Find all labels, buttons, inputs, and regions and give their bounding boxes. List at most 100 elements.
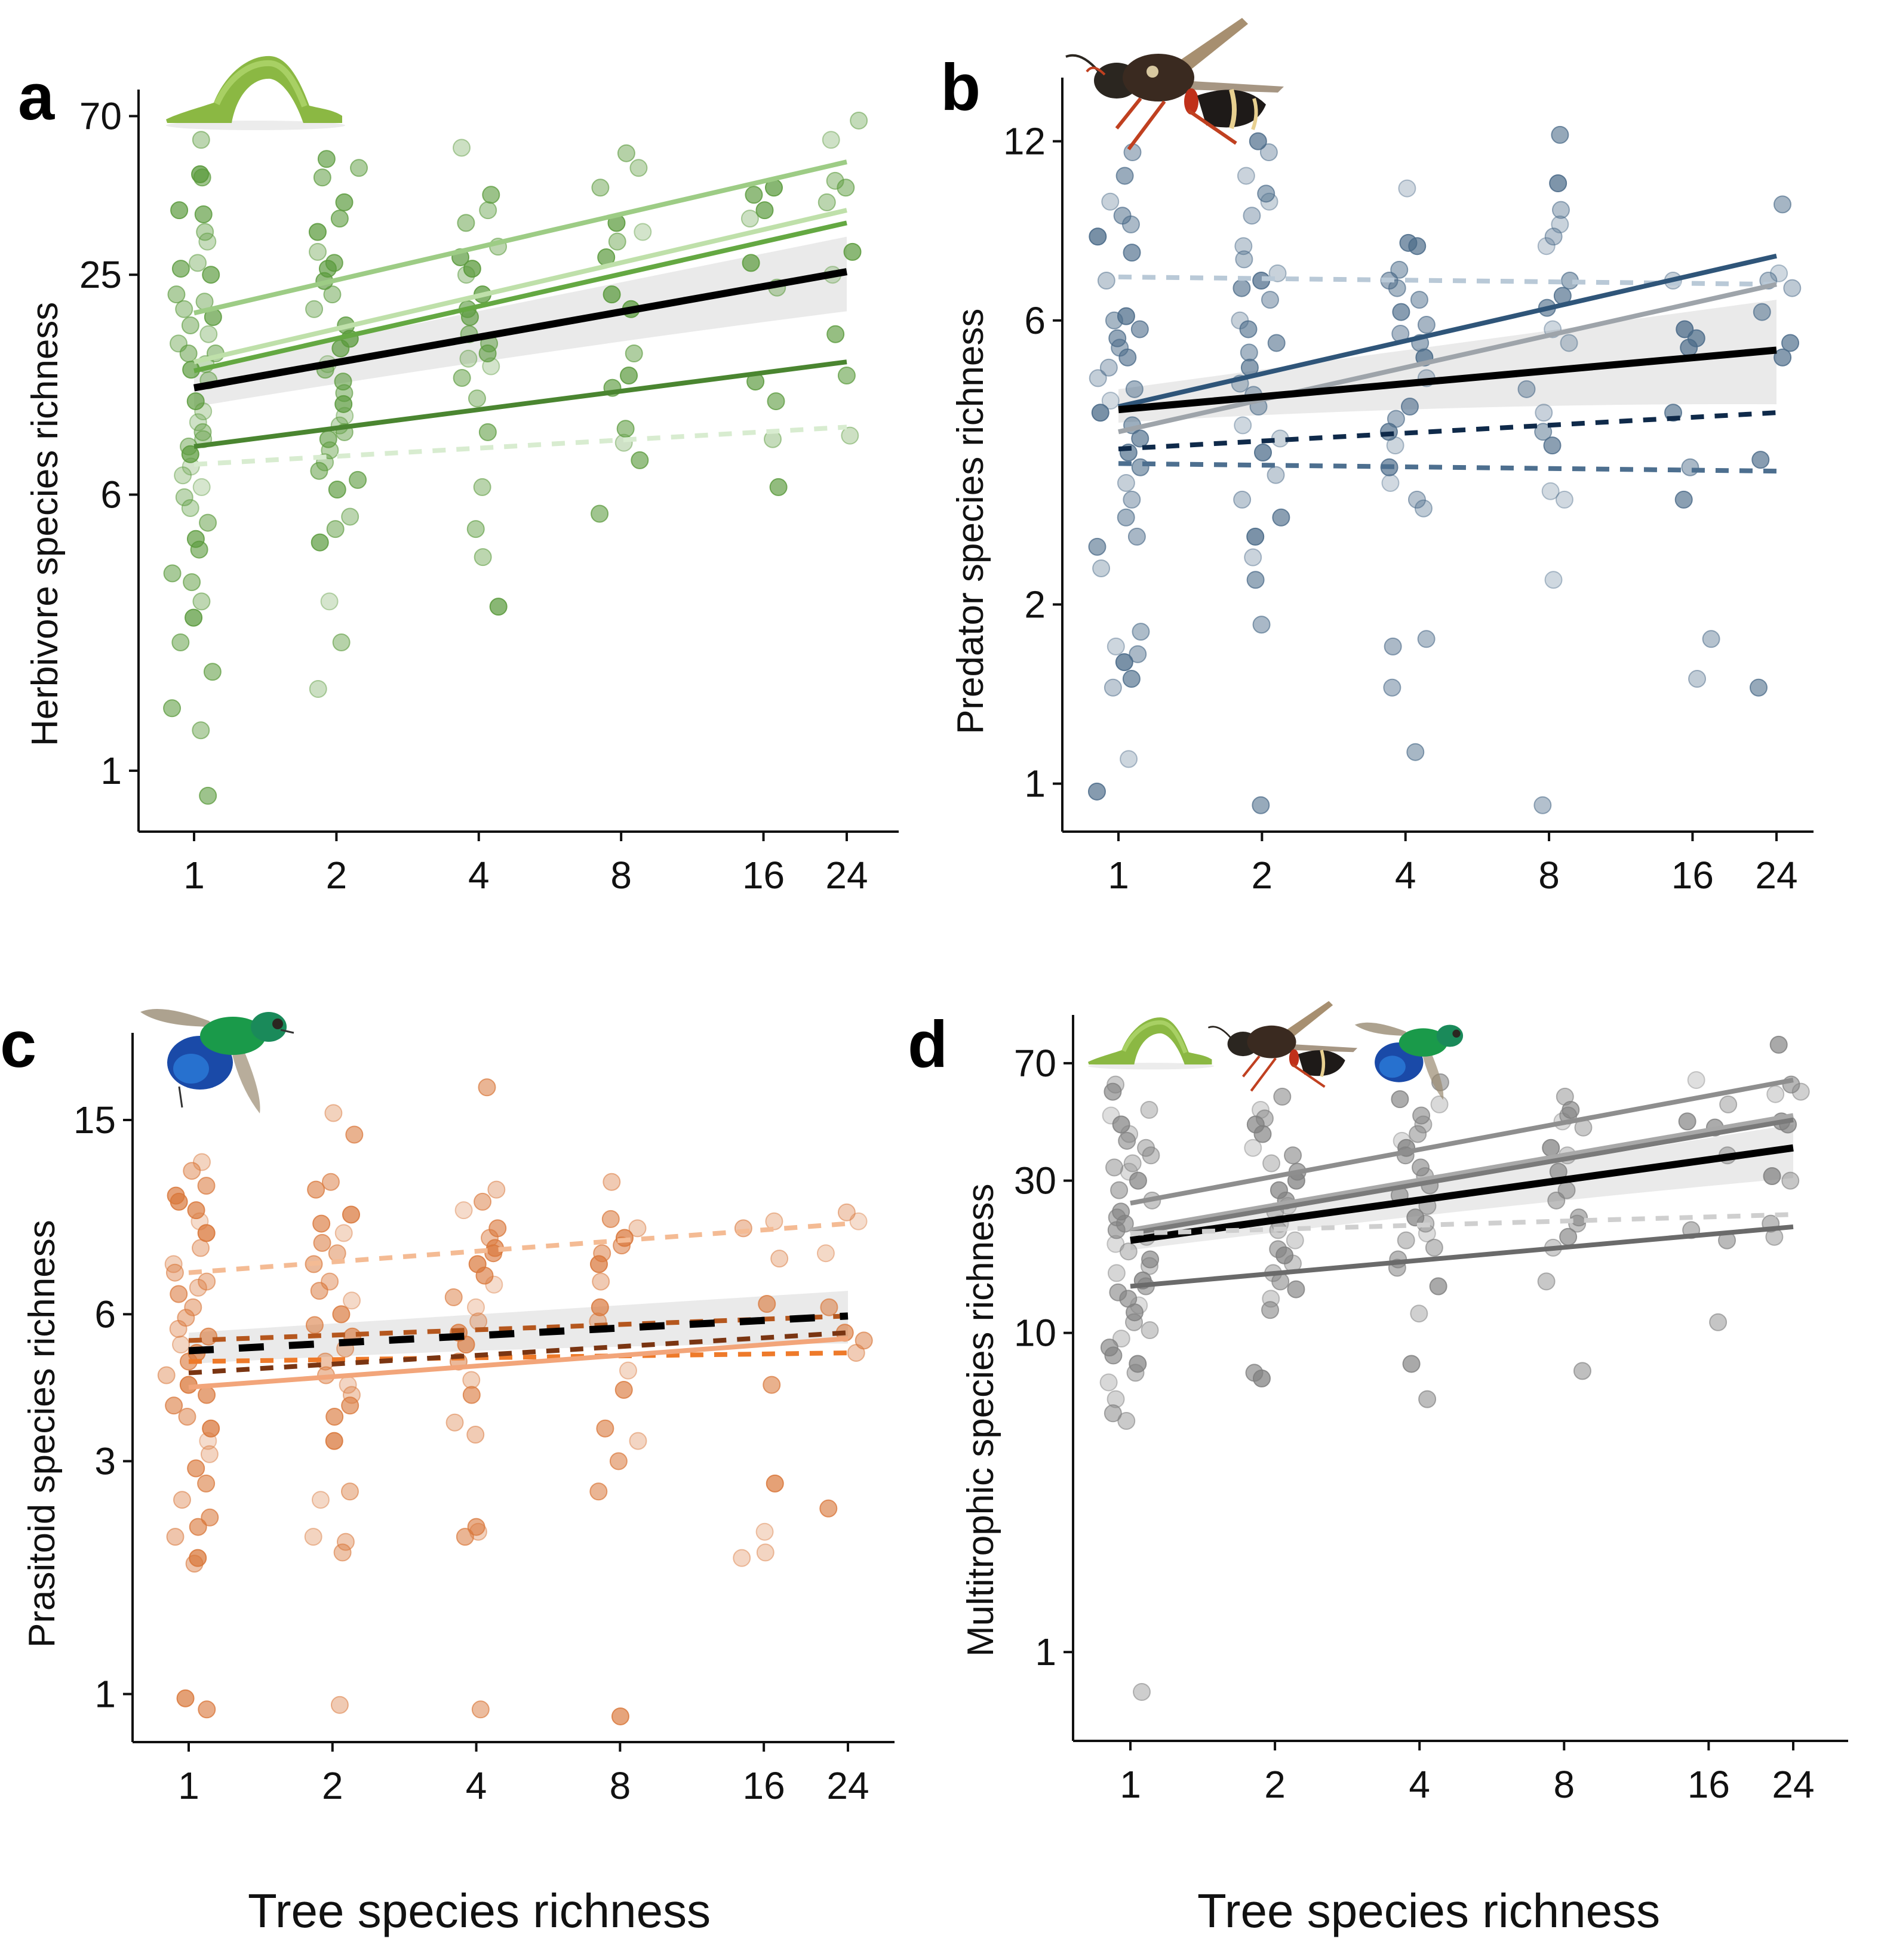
data-point — [1287, 1280, 1305, 1299]
overall-mean-line — [188, 1312, 849, 1355]
data-point — [343, 1291, 361, 1310]
data-point — [332, 1305, 351, 1324]
data-point — [1252, 616, 1271, 634]
x-tick-label: 24 — [1755, 854, 1797, 897]
y-tick-label: 25 — [79, 253, 122, 296]
data-point — [199, 786, 217, 805]
cuckoo-wasp-icon — [137, 997, 299, 1116]
data-point — [820, 1298, 838, 1316]
herbivore-line-4-line — [193, 359, 847, 449]
confidence-band — [194, 236, 847, 407]
data-point — [1267, 466, 1285, 484]
x-tick-label: 2 — [1252, 854, 1273, 897]
data-point — [616, 420, 635, 438]
data-point — [1092, 559, 1111, 577]
data-point — [1681, 458, 1699, 476]
data-point — [1409, 1125, 1427, 1143]
data-point — [1410, 1304, 1428, 1323]
data-point — [1119, 1242, 1138, 1261]
data-point — [304, 1528, 322, 1546]
data-point — [471, 1700, 490, 1719]
data-point — [199, 1432, 217, 1450]
data-point — [1122, 670, 1141, 688]
x-tick-label: 2 — [1264, 1763, 1286, 1806]
x-tick-label: 1 — [1108, 854, 1129, 897]
data-point — [1259, 143, 1278, 162]
data-point — [170, 1285, 188, 1303]
data-point — [1406, 743, 1425, 761]
data-point — [198, 1700, 216, 1719]
data-point — [163, 564, 182, 583]
data-point — [482, 357, 500, 376]
data-point — [1261, 291, 1279, 309]
data-point — [1262, 1154, 1281, 1173]
data-point — [740, 210, 759, 228]
data-point — [1392, 303, 1410, 321]
y-tick-label: 70 — [79, 94, 122, 137]
data-point — [1126, 1364, 1145, 1382]
data-point — [1783, 279, 1802, 297]
data-point — [468, 389, 486, 408]
data-point — [1687, 1071, 1705, 1090]
multitrophic-line-5-line — [1130, 1224, 1794, 1289]
data-point — [1099, 1373, 1118, 1392]
data-point — [1140, 1257, 1158, 1275]
data-point — [1544, 571, 1563, 589]
data-point — [1117, 1412, 1136, 1430]
data-point — [1101, 392, 1120, 410]
data-point — [311, 533, 329, 552]
data-point — [837, 179, 855, 197]
data-point — [305, 1316, 324, 1334]
data-point — [1240, 343, 1258, 362]
y-tick-label: 2 — [1024, 583, 1046, 626]
data-point — [334, 1224, 353, 1242]
data-point — [1235, 250, 1253, 269]
data-point — [179, 344, 198, 363]
data-point — [459, 349, 478, 368]
data-point — [1105, 1158, 1124, 1177]
y-tick-label: 70 — [1014, 1042, 1056, 1085]
data-point — [192, 478, 211, 496]
data-point — [1118, 1131, 1136, 1150]
x-tick-label: 4 — [1395, 854, 1416, 897]
data-point — [614, 433, 633, 452]
data-point — [453, 368, 471, 387]
data-point — [1709, 1313, 1728, 1331]
data-point — [629, 1432, 647, 1450]
data-point — [181, 499, 199, 517]
data-point — [1104, 678, 1122, 697]
data-point — [601, 1210, 620, 1228]
data-point — [1104, 1082, 1122, 1101]
data-point — [1791, 1082, 1810, 1101]
data-point — [482, 186, 500, 204]
data-point — [194, 402, 213, 421]
y-tick-label: 10 — [1014, 1312, 1056, 1355]
predator-line-5-line — [1118, 461, 1777, 474]
data-point — [843, 242, 862, 261]
herbivore-line-2-line — [193, 208, 847, 365]
data-point — [184, 1298, 202, 1316]
data-point — [1252, 1369, 1271, 1387]
y-tick-label: 30 — [1014, 1159, 1056, 1202]
cuckoo-wasp-icon — [1353, 1014, 1472, 1102]
data-point — [617, 144, 635, 162]
data-point — [1286, 1231, 1304, 1250]
data-point — [181, 316, 199, 334]
panel-letter: b — [941, 51, 981, 124]
data-point — [185, 608, 203, 627]
data-point — [1402, 1355, 1421, 1373]
data-point — [475, 1266, 494, 1285]
predator-line-2-line — [1118, 253, 1777, 409]
data-point — [1239, 320, 1258, 339]
panel-d: d Multitrophic species richness 1 2 4 8 16 24… — [908, 955, 1881, 1960]
x-tick-label: 8 — [1553, 1763, 1575, 1806]
data-point — [1099, 358, 1118, 377]
data-point — [1089, 369, 1107, 387]
data-point — [1129, 1171, 1147, 1190]
x-tick-label: 1 — [178, 1764, 199, 1807]
data-point — [330, 210, 349, 228]
data-point — [1110, 1181, 1129, 1199]
data-point — [313, 1233, 331, 1252]
data-point — [1383, 678, 1401, 697]
